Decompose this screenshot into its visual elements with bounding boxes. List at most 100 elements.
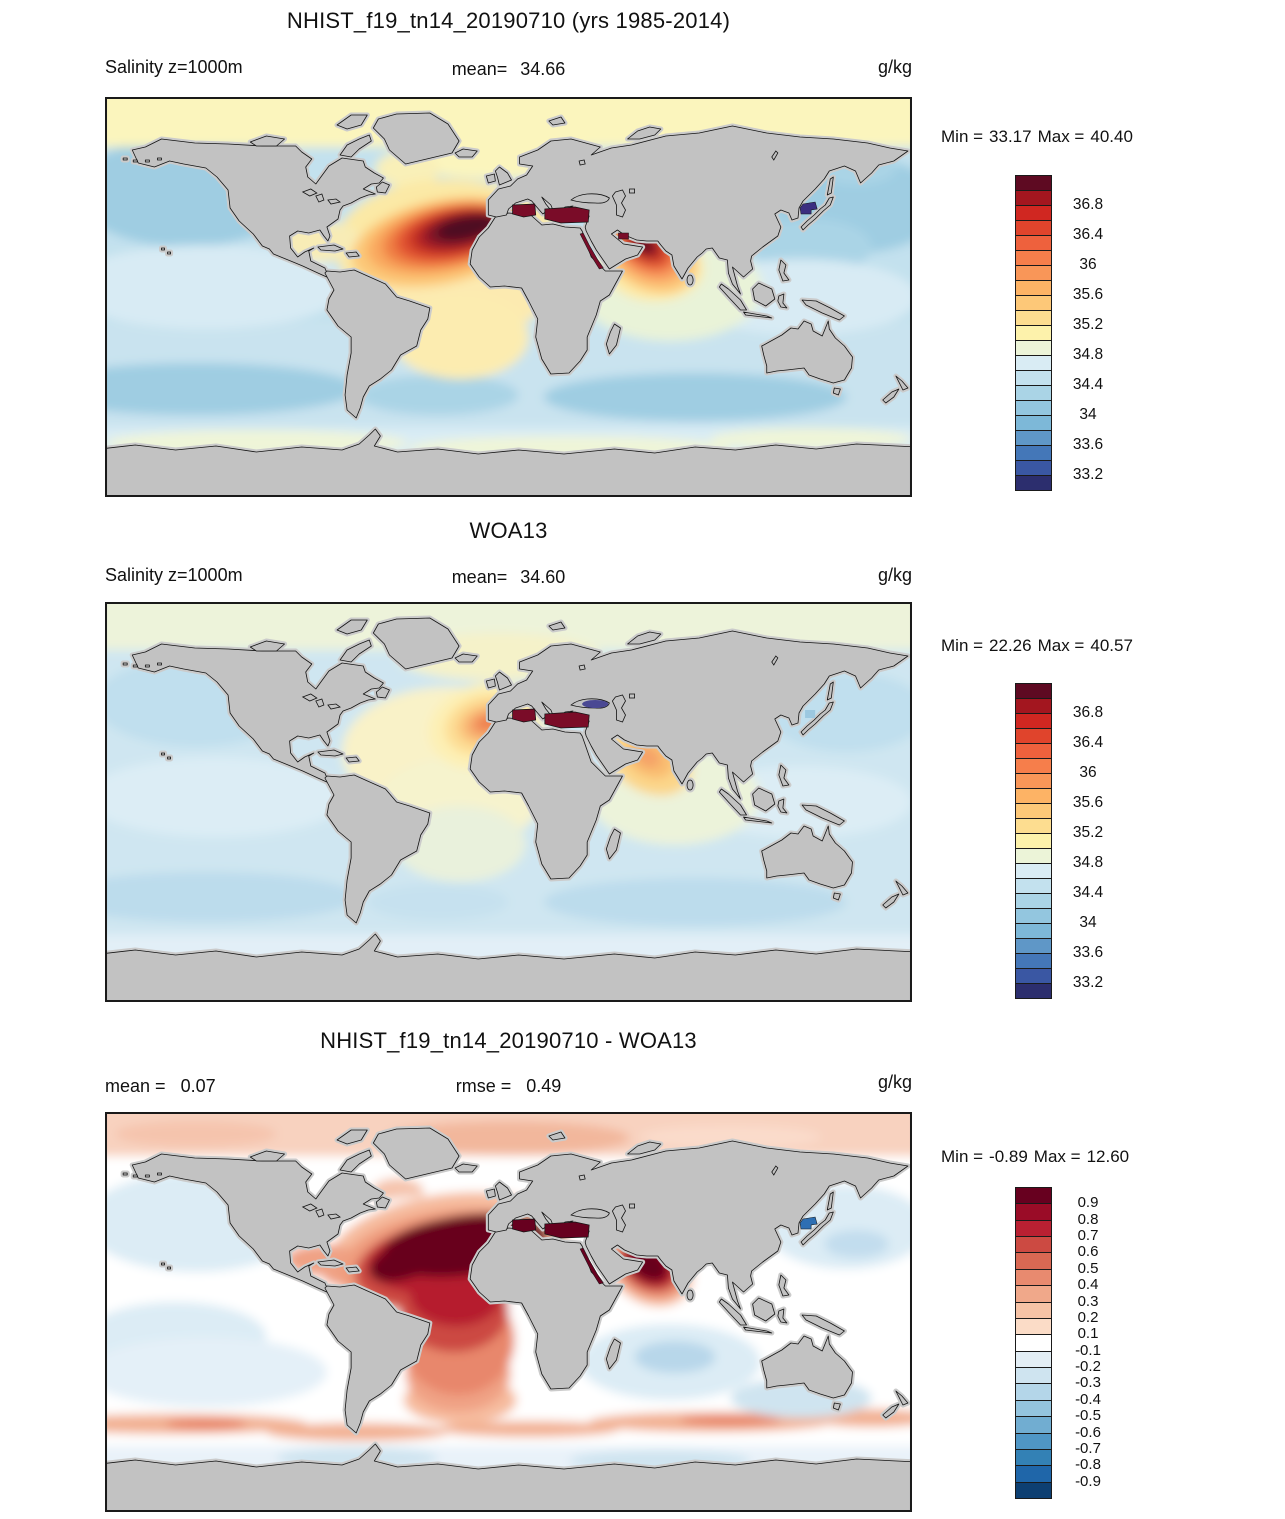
colorbar-cell bbox=[1015, 190, 1052, 206]
colorbar-tick-label: 36.8 bbox=[1072, 704, 1104, 721]
world-map-difference bbox=[105, 1112, 912, 1512]
panel3-rmse-value: 0.49 bbox=[526, 1076, 562, 1096]
colorbar-tick-label: 36 bbox=[1079, 764, 1097, 781]
colorbar-cell bbox=[1015, 250, 1052, 266]
sea-of-japan-patch bbox=[805, 710, 816, 718]
colorbar-cell bbox=[1015, 908, 1052, 924]
max-value: 12.60 bbox=[1086, 1147, 1130, 1166]
colorbar-tick-label: 34 bbox=[1079, 406, 1097, 423]
colorbar-cell bbox=[1015, 295, 1052, 311]
colorbar-cell bbox=[1015, 833, 1052, 849]
panel1-title: NHIST_f19_tn14_20190710 (yrs 1985-2014) bbox=[286, 8, 731, 33]
colorbar-cell bbox=[1015, 1285, 1052, 1303]
min-label: Min = bbox=[941, 127, 984, 146]
colorbar-cell bbox=[1015, 743, 1052, 759]
colorbar-cell bbox=[1015, 400, 1052, 416]
colorbar-cell bbox=[1015, 355, 1052, 371]
panel3-colorbar: 0.9 0.8 0.7 0.6 0.5 0.4 0.3 0.2 0.1 -0.1 -0.2 -0.3-… bbox=[1015, 1187, 1101, 1500]
colorbar-cell bbox=[1015, 205, 1052, 221]
colorbar-cell bbox=[1015, 713, 1052, 729]
panel2-variable-label: Salinity z=1000m bbox=[105, 565, 243, 585]
colorbar-cell bbox=[1015, 1203, 1052, 1221]
colorbar-cell bbox=[1015, 1432, 1052, 1450]
colorbar-cell bbox=[1015, 968, 1052, 984]
colorbar-tick-label: 34.8 bbox=[1072, 346, 1104, 363]
colorbar-cell bbox=[1015, 728, 1052, 744]
colorbar-tick-label: -0.1 bbox=[1075, 1341, 1101, 1359]
min-label: Min = bbox=[941, 1147, 984, 1166]
colorbar-cell bbox=[1015, 758, 1052, 774]
colorbar-cell bbox=[1015, 1334, 1052, 1352]
panel3-rmse: rmse = 0.49 bbox=[105, 1076, 912, 1097]
colorbar-tick-label: 36.4 bbox=[1072, 226, 1104, 243]
colorbar-cell bbox=[1015, 863, 1052, 879]
colorbar-cell bbox=[1015, 220, 1052, 236]
panel2-colorbar: 36.8 36.4 36 35.6 35.2 34.8 34.4 34 33.6 33.2 bbox=[1015, 683, 1103, 999]
panel1-variable-label: Salinity z=1000m bbox=[105, 57, 243, 77]
min-value: 33.17 bbox=[989, 127, 1032, 146]
colorbar-cell bbox=[1015, 938, 1052, 954]
panel3-minmax: Min = -0.89 Max = 12.60 bbox=[941, 1147, 1135, 1167]
colorbar-cell bbox=[1015, 923, 1052, 939]
colorbar-cell bbox=[1015, 340, 1052, 356]
colorbar-cell bbox=[1015, 1268, 1052, 1287]
colorbar-tick-label: -0.7 bbox=[1075, 1439, 1101, 1457]
max-label: Max = bbox=[1037, 127, 1085, 146]
colorbar-cell bbox=[1015, 235, 1052, 251]
panel2-title: WOA13 bbox=[469, 518, 548, 543]
colorbar-cell bbox=[1015, 430, 1052, 446]
panel1-minmax: Min = 33.17 Max = 40.40 bbox=[941, 127, 1139, 147]
colorbar-cell bbox=[1015, 1236, 1052, 1254]
colorbar-tick-label: 33.6 bbox=[1072, 436, 1104, 453]
max-label: Max = bbox=[1033, 1147, 1081, 1166]
panel2-minmax: Min = 22.26 Max = 40.57 bbox=[941, 636, 1139, 656]
min-value: -0.89 bbox=[989, 1147, 1028, 1166]
colorbar-tick-label: 34.8 bbox=[1072, 854, 1104, 871]
max-value: 40.40 bbox=[1090, 127, 1133, 146]
panel3-mean-value: 0.07 bbox=[180, 1076, 216, 1096]
min-label: Min = bbox=[941, 636, 984, 655]
colorbar-tick-label: 35.2 bbox=[1072, 316, 1104, 333]
colorbar-tick-label: -0.9 bbox=[1075, 1472, 1101, 1490]
panel2-mean: mean= 34.60 bbox=[105, 567, 912, 588]
colorbar-tick-label: -0.6 bbox=[1075, 1423, 1101, 1441]
colorbar-tick-label: 33.2 bbox=[1072, 466, 1104, 483]
colorbar-cell bbox=[1015, 385, 1052, 401]
panel2-mean-label: mean= bbox=[451, 567, 508, 587]
colorbar-cell bbox=[1015, 370, 1052, 386]
colorbar-cell bbox=[1015, 1416, 1052, 1434]
colorbar-tick-label: 0.8 bbox=[1077, 1210, 1099, 1228]
colorbar-tick-label: 34.4 bbox=[1072, 376, 1104, 393]
colorbar-cell bbox=[1015, 265, 1052, 281]
colorbar-cell bbox=[1015, 475, 1052, 491]
colorbar-cell bbox=[1015, 1350, 1052, 1369]
map-border bbox=[105, 97, 912, 497]
panel3-rmse-label: rmse = bbox=[455, 1076, 512, 1096]
colorbar-cell bbox=[1015, 415, 1052, 431]
colorbar-cell bbox=[1015, 983, 1052, 999]
panel3-mean: mean = 0.07 bbox=[105, 1076, 216, 1097]
panel3-title: NHIST_f19_tn14_20190710 - WOA13 bbox=[320, 1028, 697, 1053]
max-value: 40.57 bbox=[1090, 636, 1133, 655]
panel2-map bbox=[105, 602, 912, 1002]
colorbar-tick-label: 35.6 bbox=[1072, 286, 1104, 303]
panel3-mean-label: mean = bbox=[105, 1076, 166, 1096]
colorbar-cell bbox=[1015, 1187, 1052, 1205]
colorbar-cell bbox=[1015, 893, 1052, 909]
colorbar-tick-label: 33.6 bbox=[1072, 944, 1104, 961]
colorbar-cell bbox=[1015, 280, 1052, 296]
colorbar-cell bbox=[1015, 460, 1052, 476]
colorbar-cell bbox=[1015, 1383, 1052, 1401]
panel3-map bbox=[105, 1112, 912, 1512]
panel1-colorbar: 36.8 36.4 36 35.6 35.2 34.8 34.4 34 33.6 33.2 bbox=[1015, 175, 1103, 491]
map-border bbox=[105, 1112, 912, 1512]
colorbar-cell bbox=[1015, 683, 1052, 699]
colorbar-tick-label: 36.8 bbox=[1072, 196, 1104, 213]
persian-gulf-patch bbox=[618, 232, 629, 240]
colorbar-cell bbox=[1015, 1465, 1052, 1483]
colorbar-cell bbox=[1015, 310, 1052, 326]
panel3-units: g/kg bbox=[877, 1072, 912, 1092]
colorbar-cell bbox=[1015, 698, 1052, 714]
panel2-units: g/kg bbox=[877, 565, 912, 585]
colorbar-cell bbox=[1015, 788, 1052, 804]
